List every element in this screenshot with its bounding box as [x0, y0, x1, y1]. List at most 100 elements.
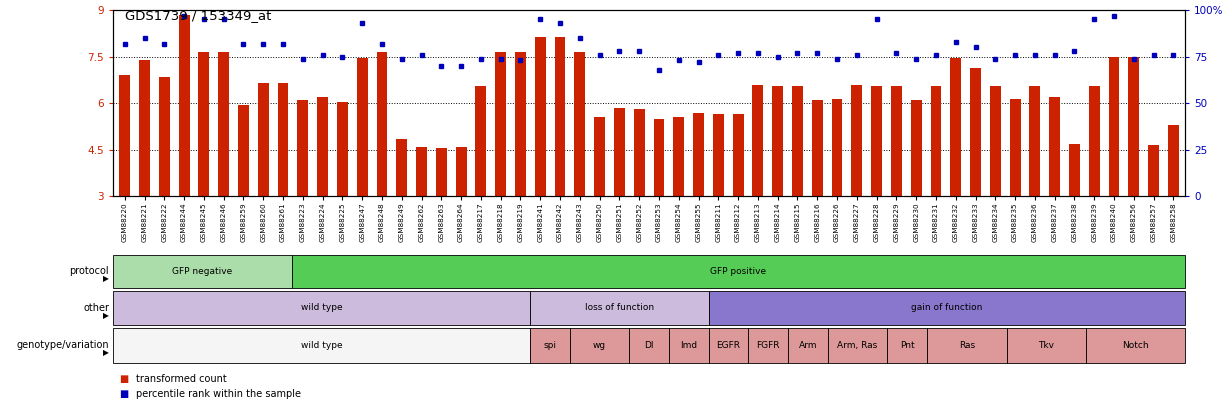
Text: gain of function: gain of function: [912, 303, 983, 312]
Bar: [594, 117, 605, 196]
Bar: [292, 255, 1185, 288]
Bar: [1168, 125, 1179, 196]
Bar: [654, 119, 664, 196]
Text: GFP positive: GFP positive: [710, 267, 767, 276]
Bar: [669, 328, 709, 363]
Bar: [119, 75, 130, 196]
Text: Arm, Ras: Arm, Ras: [838, 341, 877, 350]
Bar: [1006, 328, 1086, 363]
Bar: [1010, 98, 1021, 196]
Bar: [1129, 57, 1140, 196]
Bar: [891, 86, 902, 196]
Bar: [199, 52, 210, 196]
Text: percentile rank within the sample: percentile rank within the sample: [136, 389, 301, 399]
Bar: [748, 328, 788, 363]
Bar: [113, 328, 530, 363]
Bar: [887, 328, 928, 363]
Bar: [555, 36, 566, 196]
Text: ▶: ▶: [103, 274, 109, 283]
Bar: [258, 83, 269, 196]
Bar: [910, 100, 921, 196]
Text: Dl: Dl: [644, 341, 654, 350]
Bar: [1148, 145, 1160, 196]
Bar: [357, 58, 368, 196]
Bar: [1049, 97, 1060, 196]
Bar: [852, 85, 863, 196]
Bar: [396, 139, 407, 196]
Text: loss of function: loss of function: [585, 303, 654, 312]
Bar: [139, 60, 150, 196]
Text: other: other: [83, 303, 109, 313]
Bar: [928, 328, 1006, 363]
Bar: [1029, 86, 1040, 196]
Bar: [515, 52, 526, 196]
Text: transformed count: transformed count: [136, 374, 227, 384]
Bar: [1069, 144, 1080, 196]
Bar: [179, 15, 189, 196]
Bar: [713, 114, 724, 196]
Text: ▶: ▶: [103, 348, 109, 357]
Bar: [828, 328, 887, 363]
Text: Pnt: Pnt: [899, 341, 914, 350]
Text: Ras: Ras: [958, 341, 975, 350]
Bar: [930, 86, 941, 196]
Bar: [812, 100, 823, 196]
Bar: [496, 52, 506, 196]
Text: GFP negative: GFP negative: [172, 267, 232, 276]
Bar: [436, 148, 447, 196]
Text: genotype/variation: genotype/variation: [17, 340, 109, 350]
Text: Imd: Imd: [680, 341, 697, 350]
Text: ■: ■: [119, 389, 129, 399]
Text: EGFR: EGFR: [717, 341, 741, 350]
Bar: [871, 86, 882, 196]
Bar: [709, 291, 1185, 324]
Bar: [1109, 57, 1119, 196]
Bar: [475, 86, 486, 196]
Bar: [416, 147, 427, 196]
Text: wg: wg: [593, 341, 606, 350]
Bar: [693, 113, 704, 196]
Bar: [634, 109, 644, 196]
Text: Arm: Arm: [799, 341, 817, 350]
Bar: [1086, 328, 1185, 363]
Bar: [788, 328, 828, 363]
Bar: [530, 291, 709, 324]
Bar: [793, 86, 802, 196]
Text: ■: ■: [119, 374, 129, 384]
Bar: [297, 100, 308, 196]
Text: GDS1739 / 153349_at: GDS1739 / 153349_at: [125, 9, 271, 22]
Bar: [113, 255, 292, 288]
Bar: [377, 52, 388, 196]
Bar: [277, 83, 288, 196]
Bar: [772, 86, 783, 196]
Bar: [569, 328, 629, 363]
Bar: [113, 291, 530, 324]
Bar: [455, 147, 466, 196]
Text: protocol: protocol: [70, 266, 109, 276]
Bar: [530, 328, 569, 363]
Bar: [1088, 86, 1099, 196]
Bar: [317, 97, 328, 196]
Bar: [218, 52, 229, 196]
Text: FGFR: FGFR: [757, 341, 780, 350]
Text: Tkv: Tkv: [1038, 341, 1054, 350]
Bar: [238, 105, 249, 196]
Bar: [629, 328, 669, 363]
Bar: [733, 114, 744, 196]
Text: spi: spi: [544, 341, 556, 350]
Bar: [951, 58, 961, 196]
Bar: [990, 86, 1001, 196]
Bar: [832, 98, 843, 196]
Bar: [709, 328, 748, 363]
Bar: [674, 117, 685, 196]
Text: wild type: wild type: [301, 303, 342, 312]
Bar: [614, 108, 625, 196]
Bar: [971, 68, 982, 196]
Text: Notch: Notch: [1123, 341, 1148, 350]
Bar: [752, 85, 763, 196]
Bar: [158, 77, 169, 196]
Bar: [574, 52, 585, 196]
Text: ▶: ▶: [103, 311, 109, 320]
Bar: [535, 36, 546, 196]
Bar: [337, 102, 347, 196]
